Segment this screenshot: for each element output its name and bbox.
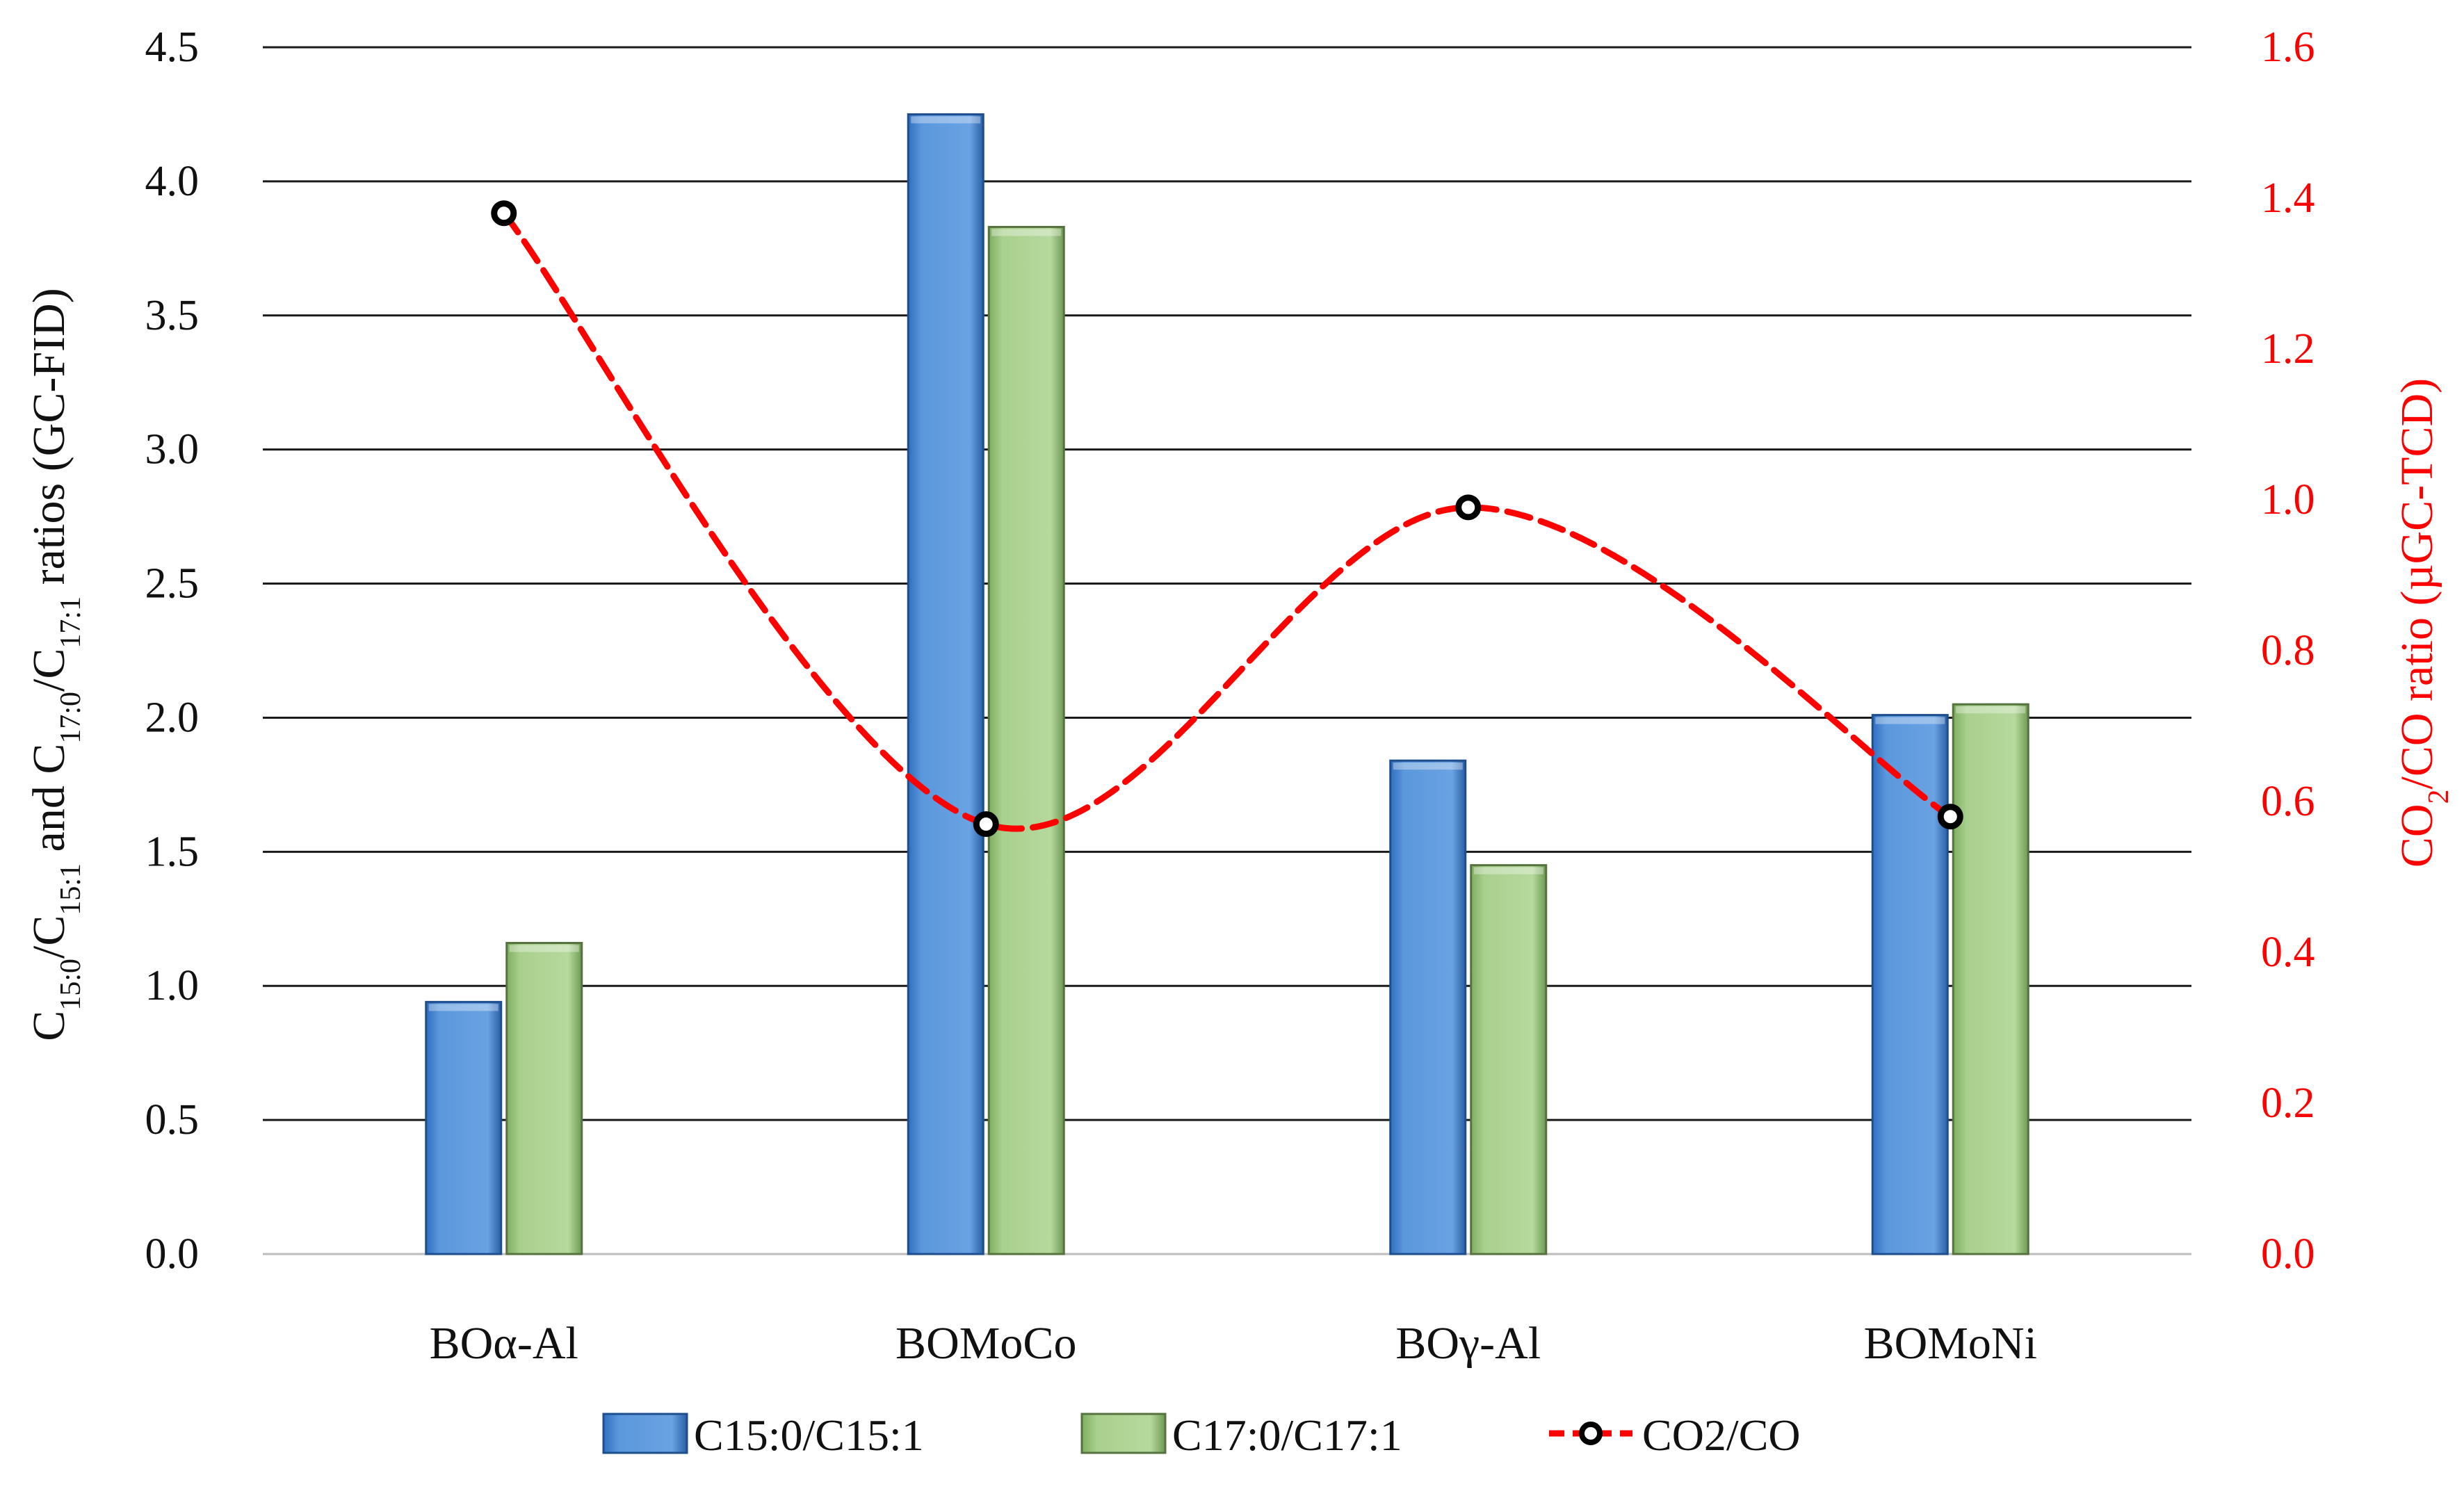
left-axis-title-part: 15:0 bbox=[55, 959, 87, 1011]
bars bbox=[425, 113, 2029, 1255]
category-label: BOα-Al bbox=[430, 1318, 578, 1369]
axes: 0.0 0.5 1.0 1.5 2.0 2.5 3.0 3.5 4.0 4.5 0.0 0.2 0.4 0… bbox=[24, 24, 2455, 1369]
left-tick-label: 0.5 bbox=[145, 1096, 200, 1144]
category-label: BOMoCo bbox=[895, 1318, 1076, 1369]
category-label: BOγ-Al bbox=[1395, 1318, 1541, 1369]
co2-co-line bbox=[501, 210, 1954, 832]
right-axis-title-part: /CO ratio (µGC-TCD) bbox=[2392, 378, 2442, 790]
bar-bevel bbox=[509, 945, 579, 952]
left-tick-label: 0.0 bbox=[145, 1230, 200, 1278]
co2-co-point-3 bbox=[1937, 804, 1963, 830]
left-tick-label: 2.0 bbox=[145, 694, 200, 741]
right-tick-label: 0.2 bbox=[2261, 1080, 2315, 1127]
left-tick-label: 3.5 bbox=[145, 292, 200, 339]
right-tick-label: 1.6 bbox=[2261, 24, 2315, 71]
legend: C15:0/C15:1 C17:0/C17:1 CO2/CO bbox=[602, 1410, 1801, 1460]
right-tick-label: 0.4 bbox=[2261, 929, 2315, 976]
bar-c150c151-2 bbox=[1389, 759, 1467, 1255]
bar-c150c151-3 bbox=[1871, 714, 1949, 1255]
bar-bevel bbox=[1875, 717, 1945, 724]
legend-label: C15:0/C15:1 bbox=[694, 1410, 924, 1460]
left-axis-title: C15:0/C15:1 and C17:0/C17:1 ratios (GC-F… bbox=[24, 288, 87, 1041]
left-axis-title-part: C bbox=[24, 1011, 74, 1041]
legend-label: C17:0/C17:1 bbox=[1172, 1410, 1402, 1460]
legend-marker bbox=[1579, 1422, 1603, 1445]
bar-bevel bbox=[1956, 706, 2026, 714]
left-axis-title-part: ratios (GC-FID) bbox=[24, 288, 74, 596]
right-tick-label: 1.0 bbox=[2261, 476, 2315, 523]
bar-bevel bbox=[991, 229, 1062, 236]
left-tick-label: 1.5 bbox=[145, 828, 200, 875]
bar-bevel bbox=[428, 1004, 499, 1011]
right-axis-title-part: 2 bbox=[2423, 789, 2455, 804]
left-tick-label: 4.0 bbox=[145, 158, 200, 205]
bar-c170c171-2 bbox=[1470, 864, 1548, 1255]
right-axis-title: CO2/CO ratio (µGC-TCD) bbox=[2392, 378, 2455, 868]
left-axis-title-part: /C bbox=[24, 916, 74, 959]
bar-c170c171-1 bbox=[987, 225, 1065, 1255]
bar-c170c171-0 bbox=[505, 941, 583, 1255]
gridlines bbox=[263, 46, 2191, 1255]
bar-bevel bbox=[911, 116, 981, 124]
right-axis-title-part: CO bbox=[2392, 804, 2442, 868]
right-tick-label: 0.0 bbox=[2261, 1230, 2315, 1278]
co2-co-point-0 bbox=[491, 200, 517, 227]
left-axis-title-part: /C bbox=[24, 649, 74, 692]
left-axis-title-part: 15:1 bbox=[55, 863, 87, 916]
co2-co-point-2 bbox=[1455, 494, 1482, 521]
left-tick-label: 4.5 bbox=[145, 24, 200, 71]
left-axis-title-part: 17:0 bbox=[55, 692, 87, 744]
right-tick-label: 1.4 bbox=[2261, 174, 2315, 222]
right-tick-label: 0.8 bbox=[2261, 627, 2315, 674]
legend-swatch-0 bbox=[602, 1413, 688, 1454]
co2-co-point-1 bbox=[973, 811, 999, 838]
right-tick-label: 0.6 bbox=[2261, 778, 2315, 825]
category-label: BOMoNi bbox=[1864, 1318, 2037, 1369]
left-axis-title-part: and C bbox=[24, 744, 74, 863]
co2-co-series bbox=[491, 200, 1963, 838]
legend-swatch-1 bbox=[1080, 1413, 1167, 1454]
left-tick-label: 2.5 bbox=[145, 560, 200, 608]
bar-bevel bbox=[1473, 867, 1543, 874]
left-tick-label: 1.0 bbox=[145, 962, 200, 1009]
bar-bevel bbox=[1393, 763, 1463, 770]
bar-c150c151-1 bbox=[907, 113, 984, 1255]
legend-label: CO2/CO bbox=[1642, 1410, 1801, 1460]
right-tick-label: 1.2 bbox=[2261, 325, 2315, 373]
left-axis-title-part: 17:1 bbox=[55, 596, 87, 649]
left-tick-label: 3.0 bbox=[145, 426, 200, 473]
bar-c170c171-3 bbox=[1952, 703, 2029, 1255]
bar-c150c151-0 bbox=[425, 1000, 503, 1255]
